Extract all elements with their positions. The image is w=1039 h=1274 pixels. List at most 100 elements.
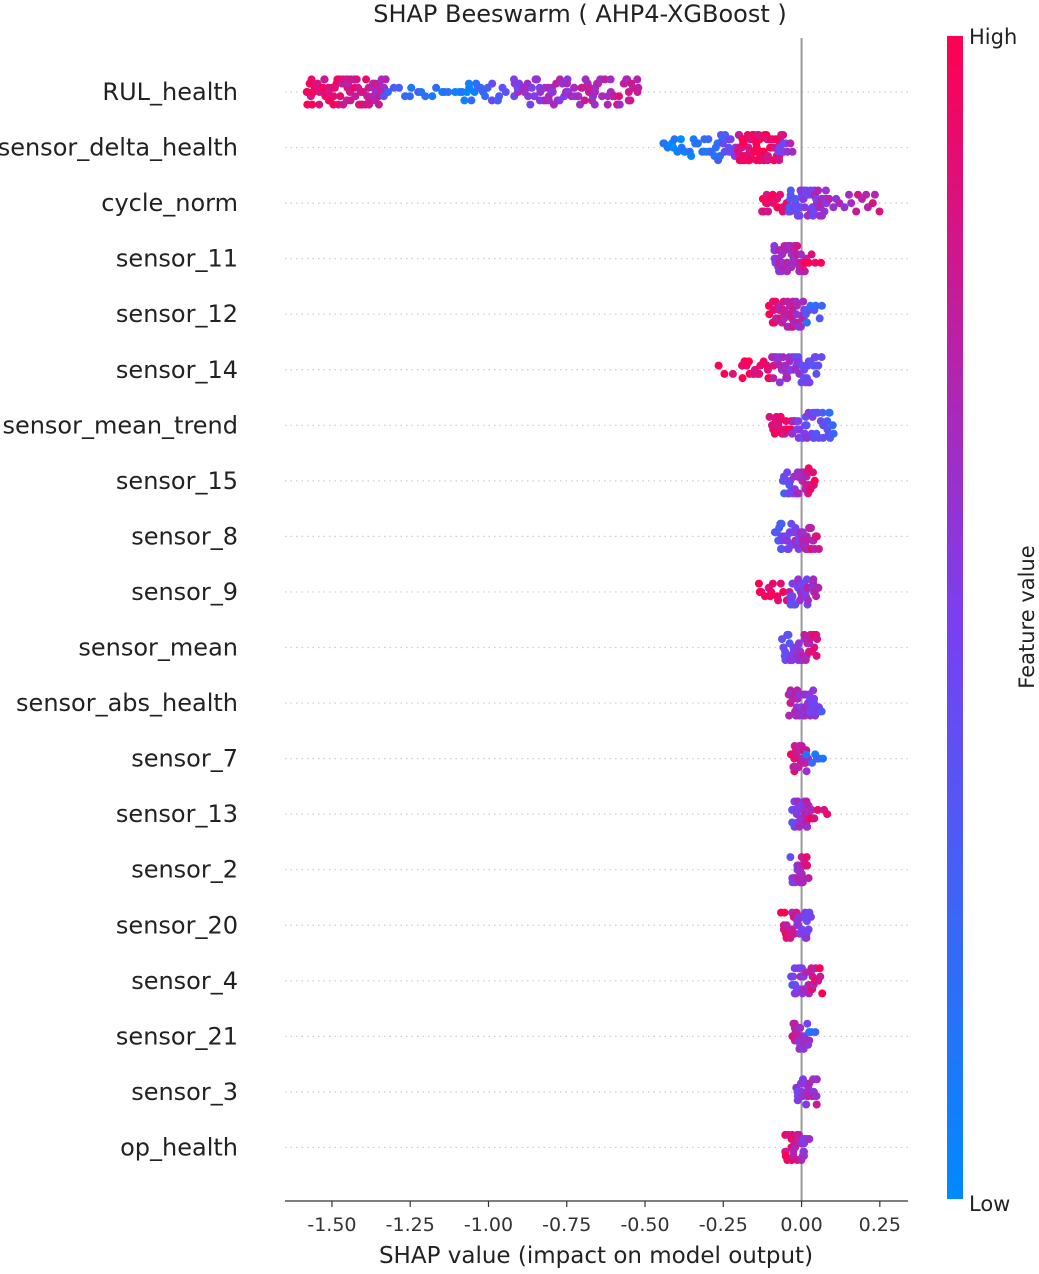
shap-point	[532, 75, 541, 84]
shap-point	[351, 92, 360, 101]
shap-point	[804, 258, 813, 267]
shap-point	[818, 989, 827, 998]
x-tick-label: -1.50	[307, 1214, 356, 1236]
shap-point	[804, 801, 813, 810]
colorbar-gradient	[947, 36, 963, 1199]
shap-point	[570, 83, 579, 92]
shap-point	[308, 100, 317, 109]
shap-point	[788, 592, 797, 601]
shap-point	[805, 524, 814, 532]
shap-point	[601, 75, 609, 84]
shap-point	[794, 203, 803, 212]
shap-point	[802, 853, 811, 862]
shap-point	[330, 83, 339, 92]
shap-point	[574, 92, 583, 101]
shap-point	[329, 92, 338, 101]
chart-title: SHAP Beeswarm ( AHP4-XGBoost )	[373, 0, 787, 28]
shap-point	[634, 83, 643, 92]
shap-point	[590, 100, 599, 109]
shap-point	[563, 79, 571, 88]
shap-point	[487, 96, 496, 105]
shap-point	[432, 83, 441, 92]
shap-point	[814, 186, 823, 195]
shap-point	[776, 190, 785, 199]
shap-point	[823, 810, 832, 819]
shap-point	[577, 83, 586, 92]
shap-point	[795, 211, 804, 220]
x-tick-label: -0.50	[620, 1214, 669, 1236]
shap-point	[804, 874, 813, 883]
shap-point	[803, 861, 812, 870]
shap-point	[765, 412, 774, 421]
shap-point	[819, 754, 827, 763]
shap-point	[467, 96, 476, 105]
shap-point	[802, 822, 811, 831]
shap-point	[815, 964, 824, 973]
shap-point	[687, 152, 696, 160]
shap-point	[796, 322, 805, 331]
shap-point	[818, 408, 827, 417]
shap-point	[821, 186, 830, 195]
shap-point	[580, 96, 589, 105]
shap-point	[862, 190, 871, 199]
shap-point	[767, 588, 776, 596]
shap-point	[812, 1092, 821, 1101]
shap-point	[817, 707, 826, 716]
feature-label: sensor_20	[116, 911, 238, 939]
shap-point	[501, 88, 510, 96]
shap-point	[693, 139, 702, 148]
shap-point	[776, 579, 785, 588]
shap-point	[810, 353, 819, 362]
x-axis: -1.50 -1.25 -1.00 -0.75 -0.50 -0.25 0.00 0.25	[285, 1200, 908, 1236]
shap-point	[804, 596, 812, 605]
feature-label: sensor_abs_health	[16, 689, 238, 717]
shap-point	[798, 874, 807, 883]
shap-point	[352, 75, 361, 84]
feature-label: sensor_15	[116, 467, 238, 495]
shap-point	[789, 972, 798, 981]
feature-label: op_health	[120, 1133, 238, 1161]
shap-point	[809, 686, 818, 695]
shap-point	[829, 203, 838, 212]
shap-point	[763, 365, 772, 374]
x-tick-label: 0.00	[780, 1214, 822, 1236]
shap-point	[802, 318, 811, 327]
shap-point	[779, 588, 788, 596]
shap-point	[870, 190, 879, 199]
shap-point	[804, 925, 813, 934]
shap-point	[814, 361, 823, 370]
shap-point	[812, 1075, 821, 1084]
feature-label: sensor_13	[116, 800, 238, 828]
shap-point	[840, 203, 849, 212]
shap-point	[802, 421, 811, 430]
shap-point	[802, 933, 811, 942]
shap-point	[444, 88, 453, 96]
shap-point	[829, 429, 838, 438]
shap-point	[421, 92, 430, 101]
shap-point	[615, 100, 624, 109]
shap-point	[777, 519, 786, 528]
feature-label: sensor_4	[131, 967, 238, 995]
shap-point	[812, 532, 821, 541]
shap-point	[814, 545, 823, 553]
shap-point	[805, 378, 814, 387]
shap-point	[755, 369, 764, 378]
shap-point	[791, 194, 800, 203]
shap-point	[809, 575, 818, 584]
shap-point	[720, 369, 729, 378]
shap-point	[852, 207, 861, 216]
shap-point	[812, 429, 821, 438]
shap-point	[811, 258, 820, 267]
shap-point	[626, 96, 635, 105]
shap-point	[818, 211, 826, 220]
shap-point	[780, 908, 789, 917]
x-tick-label: -0.25	[699, 1214, 748, 1236]
shap-point	[769, 374, 778, 383]
shap-point	[495, 92, 504, 101]
shap-point	[816, 972, 825, 981]
shap-point	[615, 92, 623, 101]
shap-point	[464, 79, 473, 88]
feature-rows: RUL_health sensor_delta_health cycle_norms…	[0, 78, 908, 1161]
shap-point	[768, 579, 777, 588]
